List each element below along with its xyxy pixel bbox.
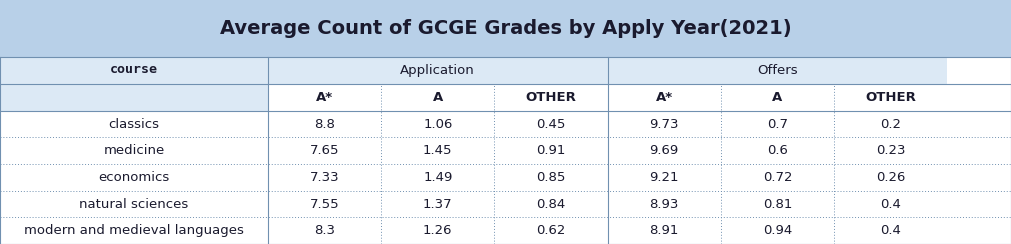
Bar [834,57,947,84]
Text: 1.45: 1.45 [423,144,453,157]
Bar [0,217,1011,244]
Text: 8.93: 8.93 [649,197,679,211]
Text: 8.91: 8.91 [649,224,679,237]
Text: Average Count of GCGE Grades by Apply Year(2021): Average Count of GCGE Grades by Apply Ye… [219,19,792,38]
Text: 0.23: 0.23 [876,144,906,157]
Text: 0.72: 0.72 [762,171,793,184]
Bar [0,164,1011,191]
Text: Offers: Offers [757,64,798,77]
Text: 8.8: 8.8 [314,118,335,131]
Text: A: A [433,91,443,104]
Text: 0.4: 0.4 [881,224,901,237]
Text: 0.81: 0.81 [762,197,793,211]
Text: OTHER: OTHER [526,91,576,104]
Text: natural sciences: natural sciences [79,197,189,211]
Bar [0,191,1011,217]
Text: A*: A* [316,91,333,104]
Text: 0.26: 0.26 [876,171,906,184]
Text: 0.91: 0.91 [536,144,566,157]
Text: 7.65: 7.65 [309,144,340,157]
Text: 1.49: 1.49 [423,171,453,184]
Bar [721,57,834,84]
Text: economics: economics [98,171,170,184]
Text: course: course [110,63,158,76]
Bar [0,0,1011,57]
Text: classics: classics [108,118,160,131]
Text: 0.85: 0.85 [536,171,566,184]
Text: medicine: medicine [103,144,165,157]
Text: 1.37: 1.37 [423,197,453,211]
Text: 8.3: 8.3 [314,224,335,237]
Text: 0.45: 0.45 [536,118,566,131]
Text: 0.2: 0.2 [881,118,901,131]
Text: A: A [772,91,783,104]
Text: 7.33: 7.33 [309,171,340,184]
Bar [494,57,608,84]
Text: 0.62: 0.62 [536,224,566,237]
Bar [0,111,1011,137]
Text: 0.4: 0.4 [881,197,901,211]
Text: 9.69: 9.69 [650,144,678,157]
Text: 9.73: 9.73 [649,118,679,131]
Text: 1.06: 1.06 [423,118,453,131]
Text: 0.84: 0.84 [537,197,565,211]
Text: 0.6: 0.6 [767,144,788,157]
Bar [0,57,268,84]
Text: 0.94: 0.94 [763,224,792,237]
Text: modern and medieval languages: modern and medieval languages [24,224,244,237]
Bar [0,137,1011,164]
Text: 0.7: 0.7 [767,118,788,131]
Bar [0,84,268,111]
Text: 9.21: 9.21 [649,171,679,184]
Bar [381,57,494,84]
Text: 7.55: 7.55 [309,197,340,211]
Text: 1.26: 1.26 [423,224,453,237]
Text: Application: Application [400,64,475,77]
Text: OTHER: OTHER [865,91,916,104]
Text: A*: A* [656,91,672,104]
Bar [608,57,721,84]
Bar [268,57,381,84]
